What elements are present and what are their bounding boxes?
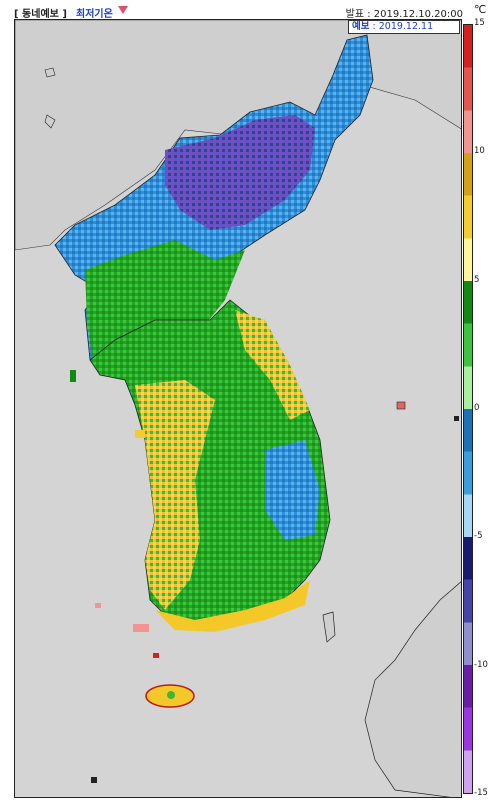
header-bar: [ 동네예보 ] 최저기온 발표 : 2019.12.10.20:00 ℃ [0,0,497,20]
color-legend [463,24,473,794]
region-east-coast-warm [235,310,310,420]
legend-tick-label: 5 [474,274,480,285]
forecast-prefix: 예보 [352,21,370,32]
variable-selector[interactable]: 최저기온 [76,9,113,20]
unit-label: ℃ [474,3,487,16]
island-southwest-1 [95,603,101,608]
map-canvas [15,20,461,797]
legend-tick-label: -10 [474,659,488,670]
issued-time: 발표 : 2019.12.10.20:00 [345,9,463,20]
ulleung-island [396,401,406,410]
forecast-date-box: 예보 : 2019.12.11 [348,20,460,34]
region-north-korea-cold [165,115,315,230]
legend-bar [464,25,472,793]
product-title: [ 동네예보 ] [14,9,67,20]
land-small-north-2 [44,114,56,129]
temperature-map[interactable] [14,19,462,798]
legend-tick-label: 10 [474,146,485,157]
island-west-1 [70,370,76,382]
island-west-2 [135,430,145,438]
island-southwest-2 [133,624,149,632]
ieodo-marker [91,777,97,783]
legend-tick-label: -15 [474,788,488,798]
region-south-coast-warm [155,580,310,632]
dokdo-marker [454,416,459,421]
land-small-north [44,67,56,78]
legend-tick-label: 15 [474,18,485,28]
land-tsushima [322,611,336,643]
region-southeast-blue [265,440,320,540]
legend-tick-label: 0 [474,403,480,413]
jeju-center [167,691,175,699]
land-japan [364,581,461,797]
region-north-korea-south [85,240,245,360]
island-southwest-3 [153,653,159,658]
legend-tick-label: -5 [474,531,483,542]
forecast-date: : 2019.12.11 [372,21,434,32]
dropdown-triangle-icon[interactable] [118,6,128,14]
region-west-coast-warm [135,380,215,610]
